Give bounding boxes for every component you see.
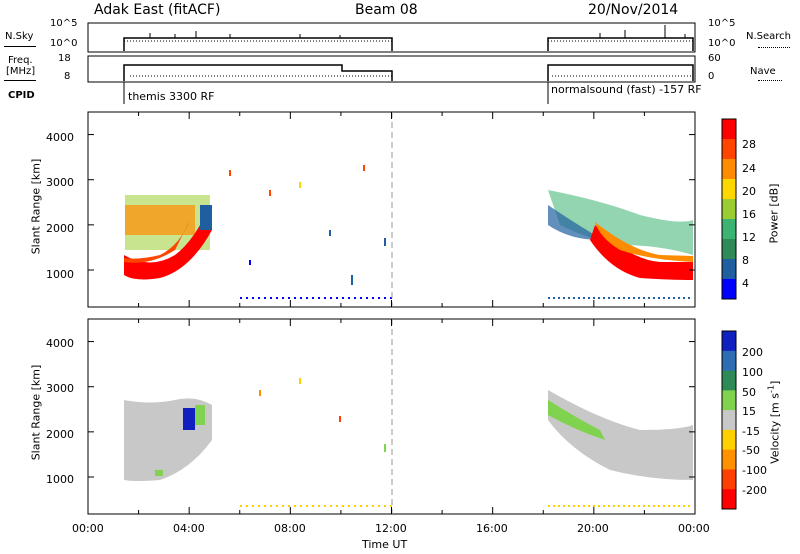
velocity-echo-right	[548, 390, 693, 480]
power-ytick-1000: 1000	[46, 268, 74, 281]
nave-label: Nave	[750, 66, 776, 77]
noise-right-tick-top: 10^5	[708, 18, 736, 29]
xtick-2: 08:00	[274, 522, 306, 535]
colorbar-swatch	[722, 370, 736, 391]
velocity-cb-tick-100: 100	[742, 366, 763, 379]
colorbar-frame	[721, 330, 737, 510]
beam-label: Beam 08	[355, 2, 418, 18]
nave-tick-bottom: 0	[708, 71, 715, 82]
nsky-label: N.Sky	[5, 31, 34, 42]
freq-label: Freq.	[8, 55, 33, 66]
nave-tick-top: 60	[708, 53, 721, 64]
freq-tick-bottom: 8	[64, 71, 71, 82]
noise-strip-frame	[87, 22, 696, 53]
power-cb-tick-4: 4	[742, 277, 749, 290]
noise-right-tick-bottom: 10^0	[708, 38, 736, 49]
velocity-ytick-4000: 4000	[46, 337, 74, 350]
freq-legend-line	[4, 80, 36, 81]
power-cb-tick-16: 16	[742, 208, 756, 221]
colorbar-swatch	[722, 449, 736, 470]
xtick-3: 12:00	[375, 522, 407, 535]
x-tick-marks	[87, 112, 696, 514]
colorbar-swatch	[722, 119, 736, 140]
nsky-trace-2	[547, 37, 694, 51]
nsearch-legend-line	[758, 47, 790, 48]
radar-title: Adak East (fitACF)	[94, 2, 221, 18]
velocity-cb-tick-m15: -15	[742, 425, 760, 438]
velocity-cb-tick-50: 50	[742, 386, 756, 399]
power-cb-tick-8: 8	[742, 254, 749, 267]
colorbar-swatch	[722, 350, 736, 372]
colorbar-swatch	[722, 279, 736, 300]
xtick-1: 04:00	[173, 522, 205, 535]
power-echo-right	[548, 190, 693, 280]
power-cb-tick-28: 28	[742, 138, 756, 151]
power-ylabel: Slant Range [km]	[29, 158, 43, 255]
colorbar-swatch	[722, 199, 736, 220]
velocity-ylabel: Slant Range [km]	[29, 364, 43, 461]
nsky-trace	[123, 37, 393, 51]
colorbar-swatch	[722, 331, 736, 352]
colorbar-swatch	[722, 139, 736, 160]
y-tick-marks	[88, 134, 695, 478]
velocity-ytick-2000: 2000	[46, 428, 74, 441]
power-ytick-4000: 4000	[46, 131, 74, 144]
colorbar-swatch	[722, 179, 736, 200]
cpid-2-text: normalsound (fast) -157 RF	[551, 83, 702, 96]
colorbar-swatch	[722, 239, 736, 260]
noise-left-tick-bottom: 10^0	[50, 38, 78, 49]
colorbar-swatch	[722, 489, 736, 510]
xlabel: Time UT	[362, 538, 408, 551]
nsky-legend-line	[4, 46, 36, 47]
cpid-1-text: themis 3300 RF	[128, 90, 215, 103]
velocity-cb-tick-m200: -200	[742, 484, 767, 497]
aux-strips	[87, 22, 696, 104]
power-cb-tick-24: 24	[742, 162, 756, 175]
freq-unit: [MHz]	[6, 66, 36, 77]
velocity-echo-left	[124, 398, 212, 481]
freq-tick-top: 18	[58, 53, 71, 64]
colorbar-frame	[721, 118, 737, 300]
velocity-colorbar	[721, 330, 737, 510]
velocity-cb-tick-15: 15	[742, 405, 756, 418]
power-ytick-3000: 3000	[46, 176, 74, 189]
power-cb-tick-20: 20	[742, 185, 756, 198]
cpid-label: CPID	[8, 90, 35, 101]
power-scatter	[229, 165, 693, 299]
xtick-0: 00:00	[72, 522, 104, 535]
colorbar-swatch	[722, 429, 736, 451]
xtick-4: 16:00	[476, 522, 508, 535]
velocity-cb-tick-m100: -100	[742, 464, 767, 477]
xtick-6: 00:00	[678, 522, 710, 535]
xtick-5: 20:00	[577, 522, 609, 535]
noise-left-tick-top: 10^5	[50, 18, 78, 29]
power-cb-label: Power [dB]	[767, 183, 781, 244]
colorbar-swatch	[722, 469, 736, 490]
nave-legend-line	[758, 80, 782, 81]
colorbar-swatch	[722, 410, 736, 431]
velocity-cb-tick-200: 200	[742, 346, 763, 359]
nsearch-label: N.Search	[746, 31, 792, 42]
velocity-panel	[87, 318, 696, 515]
velocity-ytick-1000: 1000	[46, 473, 74, 486]
velocity-cb-tick-m50: -50	[742, 444, 760, 457]
velocity-ytick-3000: 3000	[46, 382, 74, 395]
colorbar-swatch	[722, 259, 736, 280]
freq-strip-frame	[87, 55, 696, 83]
power-panel	[87, 111, 696, 308]
velocity-scatter	[240, 378, 693, 507]
power-colorbar	[721, 118, 737, 300]
freq-trace	[123, 64, 393, 81]
colorbar-swatch	[722, 159, 736, 180]
freq-trace-2	[547, 64, 694, 81]
noise-spikes	[149, 25, 686, 38]
colorbar-swatch	[722, 390, 736, 411]
velocity-cb-label: Velocity [m s-1]	[766, 380, 782, 464]
colorbar-swatch	[722, 219, 736, 240]
power-ytick-2000: 2000	[46, 222, 74, 235]
power-cb-tick-12: 12	[742, 231, 756, 244]
date-label: 20/Nov/2014	[588, 2, 679, 18]
power-echo-left	[124, 195, 212, 280]
